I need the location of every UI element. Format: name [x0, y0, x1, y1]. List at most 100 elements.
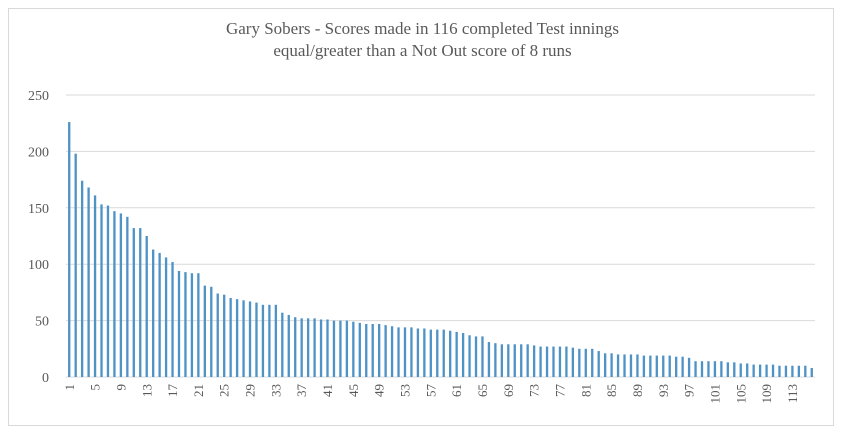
- x-tick-label-97: 97: [682, 384, 697, 398]
- x-tick-label-85: 85: [604, 384, 619, 397]
- bar-23: [210, 286, 213, 377]
- bar-76: [552, 346, 555, 377]
- bar-109: [765, 364, 768, 377]
- x-tick-label-81: 81: [578, 384, 593, 397]
- bar-70: [513, 344, 516, 377]
- bar-5: [93, 195, 97, 377]
- bar-88: [629, 354, 633, 377]
- bar-63: [468, 335, 471, 377]
- bar-51: [390, 326, 394, 377]
- bar-9: [119, 213, 123, 377]
- bar-72: [526, 344, 529, 377]
- bar-53: [403, 327, 407, 377]
- bar-27: [235, 299, 239, 377]
- bar-21: [197, 273, 200, 377]
- bar-107: [752, 364, 755, 377]
- x-tick-label-33: 33: [268, 384, 283, 397]
- bar-106: [746, 363, 749, 377]
- bar-25: [223, 294, 226, 377]
- x-tick-label-41: 41: [320, 384, 335, 397]
- bar-7: [106, 205, 110, 377]
- y-tick-label-250: 250: [28, 89, 49, 104]
- bar-57: [429, 329, 432, 377]
- y-tick-label-200: 200: [28, 145, 49, 160]
- x-tick-label-49: 49: [372, 384, 387, 397]
- bar-54: [410, 327, 413, 377]
- y-tick-label-100: 100: [28, 258, 49, 273]
- bar-87: [623, 354, 626, 377]
- bar-17: [171, 261, 174, 377]
- bar-94: [668, 355, 671, 377]
- bar-82: [591, 348, 594, 377]
- bar-89: [636, 354, 639, 377]
- bar-18: [177, 270, 181, 377]
- bar-44: [345, 320, 349, 377]
- bar-13: [145, 236, 148, 377]
- bar-90: [642, 355, 646, 377]
- y-tick-label-0: 0: [42, 371, 49, 386]
- bar-83: [597, 351, 600, 377]
- bar-52: [397, 327, 400, 377]
- bar-4: [87, 187, 90, 377]
- bar-42: [332, 320, 336, 377]
- bar-56: [423, 328, 426, 377]
- bar-6: [100, 204, 103, 377]
- bar-100: [707, 361, 710, 377]
- bar-73: [532, 345, 536, 377]
- bar-50: [384, 325, 387, 377]
- bar-98: [694, 361, 697, 377]
- bar-102: [720, 361, 723, 377]
- bar-38: [306, 318, 310, 377]
- bar-22: [203, 285, 206, 377]
- bar-37: [300, 318, 303, 377]
- bar-71: [520, 344, 523, 377]
- x-tick-label-1: 1: [62, 384, 77, 391]
- bar-39: [313, 318, 316, 377]
- x-tick-label-29: 29: [243, 384, 258, 397]
- x-tick-label-9: 9: [113, 384, 128, 391]
- x-tick-label-61: 61: [449, 384, 464, 397]
- bar-32: [268, 304, 271, 377]
- bar-29: [248, 301, 252, 377]
- x-tick-label-73: 73: [527, 384, 542, 397]
- x-tick-label-37: 37: [294, 384, 309, 398]
- bar-81: [584, 348, 587, 377]
- bar-24: [216, 293, 219, 377]
- bar-103: [726, 362, 729, 377]
- bar-93: [662, 355, 665, 377]
- bar-62: [461, 333, 465, 377]
- bar-92: [655, 355, 658, 377]
- bar-108: [758, 364, 762, 377]
- x-tick-label-57: 57: [423, 384, 438, 398]
- bar-30: [255, 302, 258, 377]
- bar-20: [190, 273, 194, 377]
- bar-33: [274, 304, 278, 377]
- bar-12: [139, 228, 142, 377]
- bar-48: [371, 323, 374, 377]
- bar-112: [784, 365, 788, 377]
- bar-19: [184, 272, 187, 377]
- bar-34: [281, 312, 284, 377]
- bar-11: [132, 228, 135, 377]
- y-tick-label-50: 50: [35, 315, 49, 330]
- bar-10: [126, 216, 129, 377]
- bar-77: [558, 346, 562, 377]
- bar-68: [500, 344, 504, 377]
- bar-104: [733, 362, 736, 377]
- chart-title: Gary Sobers - Scores made in 116 complet…: [0, 18, 845, 62]
- bar-85: [610, 353, 613, 377]
- bar-64: [474, 336, 478, 377]
- chart-title-line-1: Gary Sobers - Scores made in 116 complet…: [225, 19, 620, 38]
- x-tick-label-65: 65: [475, 384, 490, 397]
- bar-96: [681, 356, 684, 377]
- x-tick-label-5: 5: [88, 384, 103, 391]
- bar-35: [287, 314, 290, 377]
- x-tick-label-13: 13: [139, 384, 154, 397]
- x-tick-label-113: 113: [785, 384, 800, 403]
- bar-67: [494, 343, 497, 377]
- bar-3: [80, 180, 84, 377]
- x-tick-label-25: 25: [217, 384, 232, 397]
- bar-115: [804, 365, 807, 377]
- bar-74: [539, 346, 542, 377]
